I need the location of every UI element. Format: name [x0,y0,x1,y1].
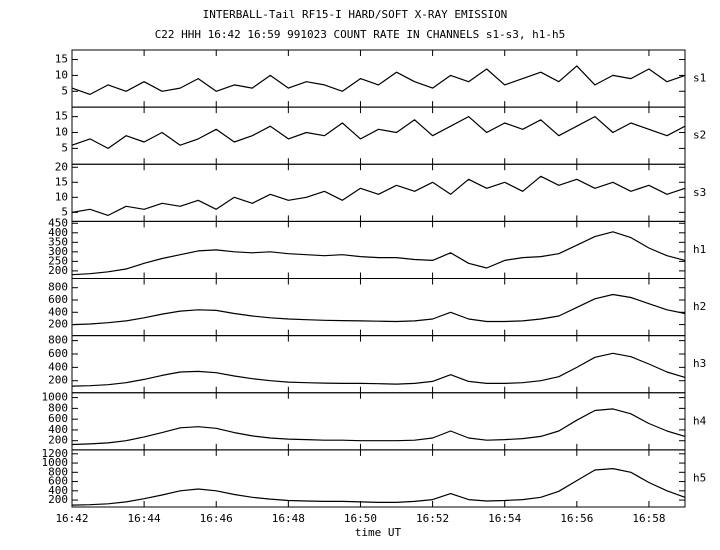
x-tick-label: 16:58 [632,512,665,525]
y-tick-label: 800 [48,334,68,347]
y-tick-label: 800 [48,465,68,478]
x-tick-label: 16:52 [416,512,449,525]
data-line [71,293,686,326]
data-line [71,468,686,506]
y-tick-label: 800 [48,281,68,294]
x-tick-label: 16:50 [344,512,377,525]
y-tick-label: 400 [48,423,68,436]
x-tick-label: 16:54 [488,512,521,525]
chart-subtitle: C22 HHH 16:42 16:59 991023 COUNT RATE IN… [155,28,566,41]
y-tick-label: 1000 [42,456,69,469]
x-tick-label: 16:44 [128,512,161,525]
x-tick-label: 16:46 [200,512,233,525]
data-line [71,408,686,446]
y-tick-label: 400 [48,226,68,239]
x-tick-label: 16:56 [560,512,593,525]
y-tick-label: 15 [55,175,68,188]
panel-label: h5 [693,471,706,484]
data-line [71,116,686,149]
panel-label: s1 [693,72,706,85]
panel-label: h4 [693,414,707,427]
panel-frame [71,163,686,222]
y-tick-label: 800 [48,401,68,414]
panel-frame [71,449,686,508]
x-tick-label: 16:42 [55,512,88,525]
y-tick-label: 5 [61,205,68,218]
y-tick-label: 450 [48,216,68,229]
y-tick-label: 600 [48,293,68,306]
y-tick-label: 600 [48,412,68,425]
panel-frame [71,392,686,451]
panel-frame [71,278,686,337]
data-line [71,231,686,276]
y-tick-label: 400 [48,305,68,318]
y-tick-label: 200 [48,264,68,277]
x-axis-label: time UT [355,526,402,539]
panel-frame [71,49,686,108]
panel-label: s2 [693,129,706,142]
y-tick-label: 200 [48,318,68,331]
y-tick-label: 5 [61,141,68,154]
y-tick-label: 15 [55,110,68,123]
panel-label: h1 [693,243,706,256]
panel-frame [71,220,686,279]
y-tick-label: 250 [48,254,68,267]
y-tick-label: 400 [48,484,68,497]
y-tick-label: 200 [48,374,68,387]
y-tick-label: 10 [55,126,68,139]
panel-label: h2 [693,300,706,313]
y-tick-label: 20 [55,160,68,173]
y-tick-label: 10 [55,68,68,81]
y-tick-label: 1200 [42,447,69,460]
panel-label: s3 [693,186,706,199]
y-tick-label: 400 [48,360,68,373]
x-tick-label: 16:48 [272,512,305,525]
y-tick-label: 15 [55,53,68,66]
panel-label: h3 [693,357,706,370]
y-tick-label: 10 [55,190,68,203]
panel-frame [71,106,686,165]
chart-title: INTERBALL-Tail RF15-I HARD/SOFT X-RAY EM… [203,8,508,21]
y-tick-label: 5 [61,84,68,97]
data-line [71,352,686,387]
y-tick-label: 300 [48,245,68,258]
y-tick-label: 350 [48,235,68,248]
y-tick-label: 600 [48,347,68,360]
data-line [71,65,686,95]
data-line [71,175,686,216]
y-tick-label: 600 [48,475,68,488]
y-tick-label: 200 [48,493,68,506]
y-tick-label: 1000 [42,391,69,404]
y-tick-label: 200 [48,434,68,447]
